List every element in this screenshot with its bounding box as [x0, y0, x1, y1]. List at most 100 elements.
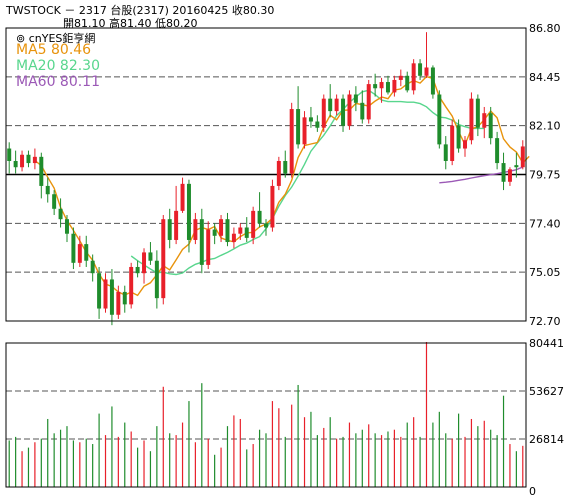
volume-tick-label: 53627 — [529, 385, 564, 398]
candle — [520, 140, 525, 170]
candle — [193, 212, 198, 245]
candle-body — [84, 244, 89, 261]
frame-layer — [5, 27, 527, 488]
candle — [64, 215, 69, 243]
candle — [26, 150, 31, 168]
volume-layer — [8, 341, 524, 487]
candle — [148, 242, 153, 265]
candle — [398, 69, 403, 87]
candle-body — [7, 148, 12, 161]
candle — [244, 217, 249, 243]
candle — [276, 156, 281, 191]
candle-body — [64, 219, 69, 234]
candle-body — [167, 219, 172, 240]
candle — [180, 177, 185, 213]
candle-body — [32, 156, 37, 164]
candle — [360, 90, 365, 124]
candle — [97, 266, 102, 319]
candle-body — [219, 219, 224, 236]
candle-body — [276, 160, 281, 186]
candle — [161, 215, 166, 305]
price-tick-label: 84.45 — [529, 71, 561, 84]
candle-body — [71, 233, 76, 263]
legend-ma5: MA5 80.46 — [16, 42, 92, 58]
ma20-line — [130, 89, 485, 276]
candle-body — [463, 140, 468, 149]
candle — [475, 94, 480, 137]
candle — [443, 136, 448, 170]
candle-body — [430, 67, 435, 95]
logo-text: cnYES鉅亨網 — [28, 32, 96, 45]
candle — [77, 235, 82, 267]
candle — [411, 59, 416, 95]
candle-body — [475, 98, 480, 128]
candle-body — [283, 160, 288, 174]
candle — [135, 260, 140, 278]
candle — [334, 94, 339, 116]
candle — [321, 94, 326, 132]
ma5-line — [34, 75, 530, 297]
candle — [116, 285, 121, 319]
candles-layer — [7, 32, 525, 326]
candle — [142, 248, 147, 284]
candle-body — [174, 210, 179, 240]
candle — [84, 235, 89, 267]
candle — [264, 219, 268, 236]
candle-body — [450, 125, 455, 161]
candle-body — [501, 163, 506, 182]
price-tick-label: 75.05 — [529, 266, 561, 279]
candle-body — [482, 113, 487, 128]
y-tick-labels: 86.80 84.45 82.10 79.75 77.40 75.05 72.70 80441… — [529, 22, 564, 498]
candle-body — [488, 113, 493, 139]
candle — [308, 106, 313, 128]
candle-body — [270, 185, 275, 228]
candle-body — [186, 183, 191, 240]
candle — [450, 119, 455, 166]
candle — [238, 223, 243, 240]
price-tick-label: 77.40 — [529, 217, 561, 230]
grid-layer — [6, 76, 526, 440]
candle — [154, 250, 159, 309]
candle — [469, 92, 474, 145]
candle — [353, 86, 358, 112]
candle — [45, 177, 50, 203]
candle — [251, 206, 256, 245]
candle-body — [116, 291, 121, 315]
volume-tick-label: 26814 — [529, 433, 564, 446]
candle-body — [238, 227, 243, 234]
candle — [424, 32, 429, 78]
candle-body — [154, 260, 159, 299]
header-line-1: TWSTOCK － 2317 台股(2317) 20160425 收80.30 — [6, 4, 275, 17]
candle-body — [353, 94, 358, 103]
copyright-icon: ⊚ — [16, 32, 26, 45]
candle-body — [334, 98, 339, 112]
candle — [392, 75, 397, 97]
candle-body — [58, 208, 63, 220]
candle — [206, 221, 211, 270]
candle — [366, 79, 371, 124]
candle-body — [206, 229, 211, 265]
candle — [373, 73, 378, 97]
candle-body — [13, 160, 18, 168]
price-tick-label: 82.10 — [529, 120, 561, 133]
candle-body — [366, 84, 371, 120]
candle — [270, 179, 275, 232]
candle-body — [212, 229, 217, 236]
volume-tick-label: 0 — [529, 485, 536, 498]
candle-body — [321, 98, 326, 128]
candle-body — [225, 219, 230, 243]
candle-body — [443, 144, 448, 161]
candle-body — [148, 252, 153, 261]
candle-body — [264, 223, 268, 228]
candle-body — [385, 82, 390, 93]
candle — [328, 84, 333, 118]
price-tick-label: 79.75 — [529, 169, 561, 182]
candle-body — [122, 291, 127, 305]
candle — [385, 75, 390, 95]
candle-body — [193, 219, 198, 240]
volume-tick-label: 80441 — [529, 337, 564, 350]
candle — [186, 179, 191, 253]
candle-body — [244, 227, 249, 238]
moving-average-layer — [34, 75, 530, 297]
